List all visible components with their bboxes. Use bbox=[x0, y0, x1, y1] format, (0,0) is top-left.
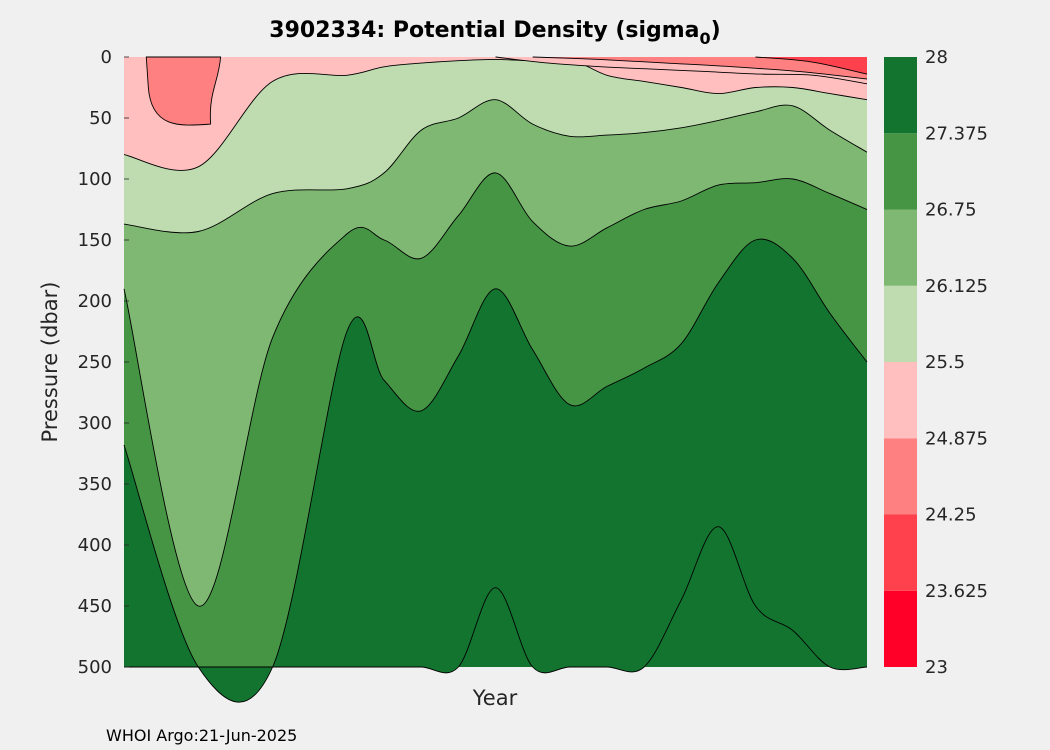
surface-band-24.25-fill bbox=[532, 57, 867, 79]
contour-line-27.375 bbox=[123, 238, 868, 703]
colorbar-segment bbox=[884, 438, 917, 515]
contour-fill-28 bbox=[124, 526, 867, 673]
title-subscript: 0 bbox=[700, 29, 711, 48]
contour-lines bbox=[123, 56, 868, 703]
surface-band-24.875-line bbox=[495, 56, 868, 85]
contour-line-26.75 bbox=[123, 172, 868, 607]
colorbar-segment bbox=[884, 57, 917, 134]
contour-plot bbox=[123, 56, 868, 703]
y-axis-ticks: 0 50 100 150 200 250 300 350 400 450 500 bbox=[78, 47, 129, 678]
y-tick-label: 500 bbox=[78, 657, 112, 678]
y-tick-label: 200 bbox=[78, 291, 112, 312]
colorbar-tick-label: 23 bbox=[925, 657, 948, 678]
y-tick-label: 450 bbox=[78, 596, 112, 617]
surface-band-23.625-line bbox=[755, 56, 868, 75]
contour-fills bbox=[124, 58, 867, 703]
y-tick-label: 400 bbox=[78, 535, 112, 556]
contour-line-28 bbox=[123, 526, 868, 674]
colorbar-tick-label: 26.75 bbox=[925, 200, 977, 221]
y-tick-label: 350 bbox=[78, 474, 112, 495]
surface-band-24.25-line bbox=[532, 56, 868, 80]
y-tick-label: 250 bbox=[78, 352, 112, 373]
y-tick-label: 300 bbox=[78, 413, 112, 434]
surface-band-23.625-fill bbox=[755, 57, 867, 75]
x-axis-label: Year bbox=[472, 686, 518, 710]
title-suffix: ) bbox=[711, 18, 721, 43]
colorbar-tick-label: 25.5 bbox=[925, 352, 965, 373]
y-tick-label: 0 bbox=[101, 47, 112, 68]
colorbar-segment bbox=[884, 590, 917, 667]
colorbar-ticks: 23 23.625 24.25 24.875 25.5 26.125 26.75 27.375… bbox=[925, 47, 988, 678]
colorbar-segment bbox=[884, 209, 917, 286]
y-tick-label: 100 bbox=[78, 169, 112, 190]
y-tick-label: 50 bbox=[89, 108, 112, 129]
contour-fill-27.375 bbox=[124, 239, 867, 703]
colorbar bbox=[884, 57, 917, 667]
chart-title: 3902334: Potential Density (sigma0) bbox=[269, 18, 720, 48]
y-axis-label: Pressure (dbar) bbox=[38, 282, 62, 443]
colorbar-segment bbox=[884, 285, 917, 362]
colorbar-segment bbox=[884, 133, 917, 210]
colorbar-tick-label: 24.875 bbox=[925, 428, 988, 449]
colorbar-tick-label: 24.25 bbox=[925, 505, 977, 526]
y-tick-label: 150 bbox=[78, 230, 112, 251]
colorbar-tick-label: 23.625 bbox=[925, 581, 988, 602]
footer-stamp: WHOI Argo:21-Jun-2025 bbox=[106, 726, 297, 745]
colorbar-tick-label: 27.375 bbox=[925, 123, 988, 144]
surface-patch bbox=[145, 56, 222, 126]
colorbar-segment bbox=[884, 514, 917, 591]
title-main: 3902334: Potential Density (sigma bbox=[269, 18, 699, 43]
colorbar-tick-label: 26.125 bbox=[925, 276, 988, 297]
contour-line-26.125 bbox=[123, 99, 868, 234]
colorbar-segment bbox=[884, 362, 917, 439]
colorbar-tick-label: 28 bbox=[925, 47, 948, 68]
